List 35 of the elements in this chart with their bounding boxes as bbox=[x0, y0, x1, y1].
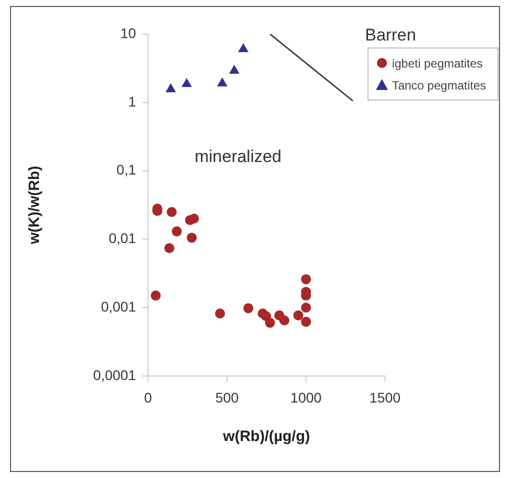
point bbox=[301, 302, 311, 313]
point bbox=[150, 290, 161, 301]
x-tick-label: 500 bbox=[215, 389, 239, 406]
point bbox=[243, 303, 254, 314]
y-axis-title: w(K)/w(Rb) bbox=[26, 166, 44, 246]
point bbox=[188, 214, 199, 224]
point bbox=[217, 77, 228, 86]
point bbox=[301, 274, 311, 284]
point bbox=[293, 310, 304, 320]
x-tick-label: 1500 bbox=[369, 389, 401, 406]
point bbox=[229, 64, 240, 74]
y-tick-label: 0,01 bbox=[108, 230, 136, 246]
y-tick-label: 0,0001 bbox=[93, 366, 136, 383]
point bbox=[166, 83, 176, 92]
x-axis-title: w(Rb)/(µg/g) bbox=[222, 428, 310, 446]
y-tick-label: 0,001 bbox=[100, 298, 136, 314]
legend-label: Tanco pegmatites bbox=[392, 78, 486, 92]
x-tick-label: 0 bbox=[144, 389, 152, 406]
legend-label: igbeti pegmatites bbox=[392, 56, 483, 70]
point bbox=[301, 316, 311, 327]
y-tick-label: 1 bbox=[128, 93, 136, 110]
point bbox=[238, 43, 248, 52]
annotation: mineralized bbox=[194, 146, 282, 166]
y-tick-label: 10 bbox=[120, 24, 136, 41]
point bbox=[215, 308, 226, 318]
point bbox=[172, 226, 182, 236]
point bbox=[279, 315, 290, 326]
point bbox=[182, 78, 192, 87]
point bbox=[186, 232, 197, 243]
annotation: Barren bbox=[365, 26, 416, 45]
y-tick-label: 0,1 bbox=[116, 162, 136, 178]
point bbox=[164, 243, 174, 254]
point bbox=[264, 318, 275, 328]
x-tick-label: 1000 bbox=[290, 389, 322, 406]
point bbox=[166, 206, 177, 217]
